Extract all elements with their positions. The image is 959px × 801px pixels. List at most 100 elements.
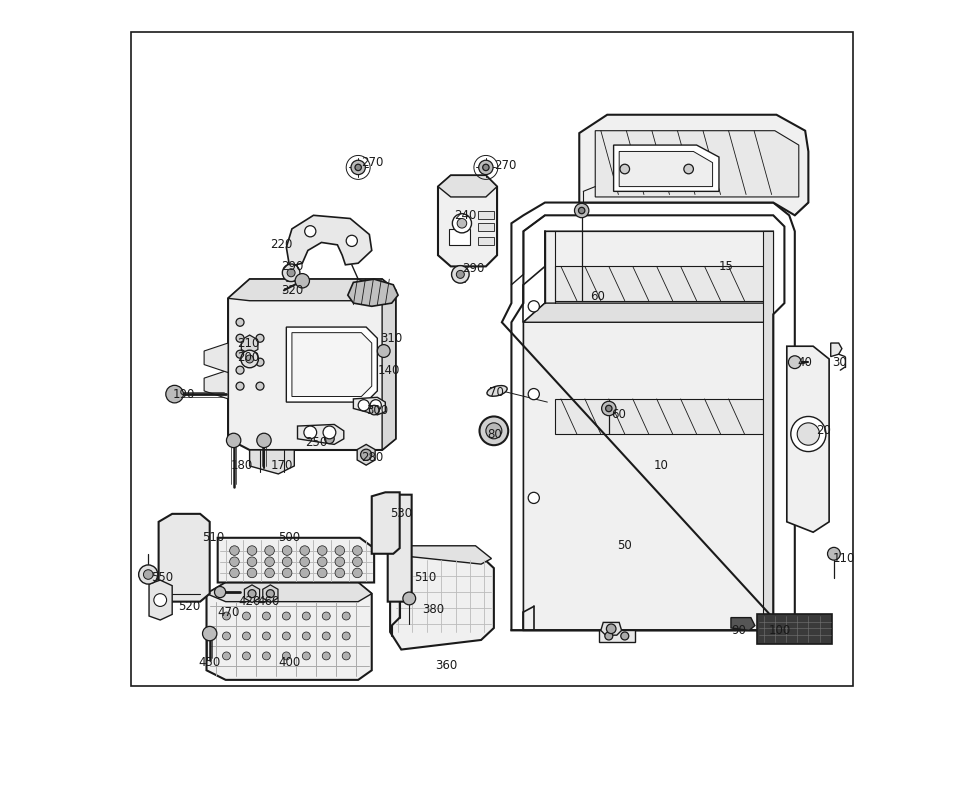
Circle shape (247, 545, 257, 555)
Text: 250: 250 (306, 436, 328, 449)
Circle shape (263, 652, 270, 660)
Polygon shape (245, 585, 260, 602)
Circle shape (215, 586, 225, 598)
Circle shape (300, 557, 310, 566)
Polygon shape (287, 215, 372, 267)
Text: 30: 30 (832, 356, 847, 368)
Polygon shape (830, 343, 842, 356)
Circle shape (153, 594, 167, 606)
Text: 360: 360 (435, 659, 457, 672)
Circle shape (256, 358, 264, 366)
Circle shape (528, 388, 539, 400)
Circle shape (302, 652, 311, 660)
Circle shape (202, 626, 217, 641)
Polygon shape (287, 327, 377, 402)
Circle shape (263, 632, 270, 640)
Text: 310: 310 (380, 332, 402, 344)
Circle shape (377, 344, 390, 357)
Circle shape (353, 568, 363, 578)
Text: 170: 170 (270, 460, 292, 473)
Polygon shape (228, 280, 396, 450)
Polygon shape (387, 495, 411, 602)
Circle shape (358, 400, 369, 411)
Circle shape (229, 568, 239, 578)
Polygon shape (218, 537, 374, 582)
Circle shape (346, 235, 358, 247)
Polygon shape (524, 231, 773, 630)
Text: 20: 20 (816, 425, 831, 437)
Circle shape (243, 652, 250, 660)
Text: 220: 220 (270, 239, 292, 252)
Circle shape (295, 274, 310, 288)
Polygon shape (555, 399, 762, 434)
Polygon shape (438, 175, 497, 197)
Circle shape (243, 632, 250, 640)
Text: 470: 470 (218, 606, 240, 618)
Circle shape (282, 652, 291, 660)
Polygon shape (555, 267, 762, 300)
Circle shape (317, 568, 327, 578)
Polygon shape (206, 582, 372, 680)
Text: 460: 460 (258, 595, 280, 608)
Circle shape (335, 568, 344, 578)
Circle shape (528, 493, 539, 504)
Circle shape (482, 164, 489, 171)
Polygon shape (242, 335, 258, 354)
Text: 60: 60 (590, 290, 604, 304)
Text: 180: 180 (230, 460, 253, 473)
Circle shape (353, 557, 363, 566)
Text: 500: 500 (278, 531, 300, 545)
Text: 60: 60 (611, 409, 626, 421)
Text: 510: 510 (414, 571, 436, 584)
Circle shape (322, 632, 330, 640)
Circle shape (828, 547, 840, 560)
Circle shape (452, 266, 469, 284)
Text: 530: 530 (390, 507, 412, 521)
Circle shape (222, 652, 230, 660)
Circle shape (265, 568, 274, 578)
Polygon shape (596, 131, 799, 197)
Circle shape (791, 417, 826, 452)
Circle shape (226, 433, 241, 448)
Text: 280: 280 (362, 452, 384, 465)
Text: 15: 15 (719, 260, 734, 273)
Circle shape (342, 612, 350, 620)
Polygon shape (158, 514, 210, 602)
Circle shape (322, 612, 330, 620)
Circle shape (353, 545, 363, 555)
Text: 550: 550 (151, 571, 173, 584)
Circle shape (601, 401, 616, 416)
Circle shape (351, 160, 365, 175)
Circle shape (361, 449, 372, 461)
Circle shape (222, 632, 230, 640)
Text: 140: 140 (377, 364, 400, 376)
Circle shape (282, 612, 291, 620)
Polygon shape (390, 556, 494, 650)
Text: 110: 110 (832, 552, 854, 565)
Text: 40: 40 (797, 356, 812, 368)
Polygon shape (206, 582, 372, 602)
Circle shape (229, 545, 239, 555)
Polygon shape (438, 175, 497, 267)
Circle shape (403, 592, 415, 605)
Text: 510: 510 (201, 531, 224, 545)
Circle shape (335, 557, 344, 566)
Circle shape (282, 264, 300, 282)
Circle shape (620, 632, 629, 640)
Circle shape (300, 545, 310, 555)
Circle shape (453, 214, 472, 233)
Polygon shape (292, 332, 372, 396)
Text: 300: 300 (366, 404, 388, 417)
Circle shape (287, 269, 295, 277)
Text: 270: 270 (362, 156, 384, 169)
Circle shape (480, 417, 508, 445)
Circle shape (305, 226, 316, 237)
Circle shape (282, 632, 291, 640)
Circle shape (257, 433, 271, 448)
Polygon shape (478, 237, 494, 245)
Polygon shape (297, 425, 344, 445)
Polygon shape (524, 303, 773, 322)
Circle shape (222, 612, 230, 620)
Circle shape (236, 382, 244, 390)
Circle shape (342, 652, 350, 660)
